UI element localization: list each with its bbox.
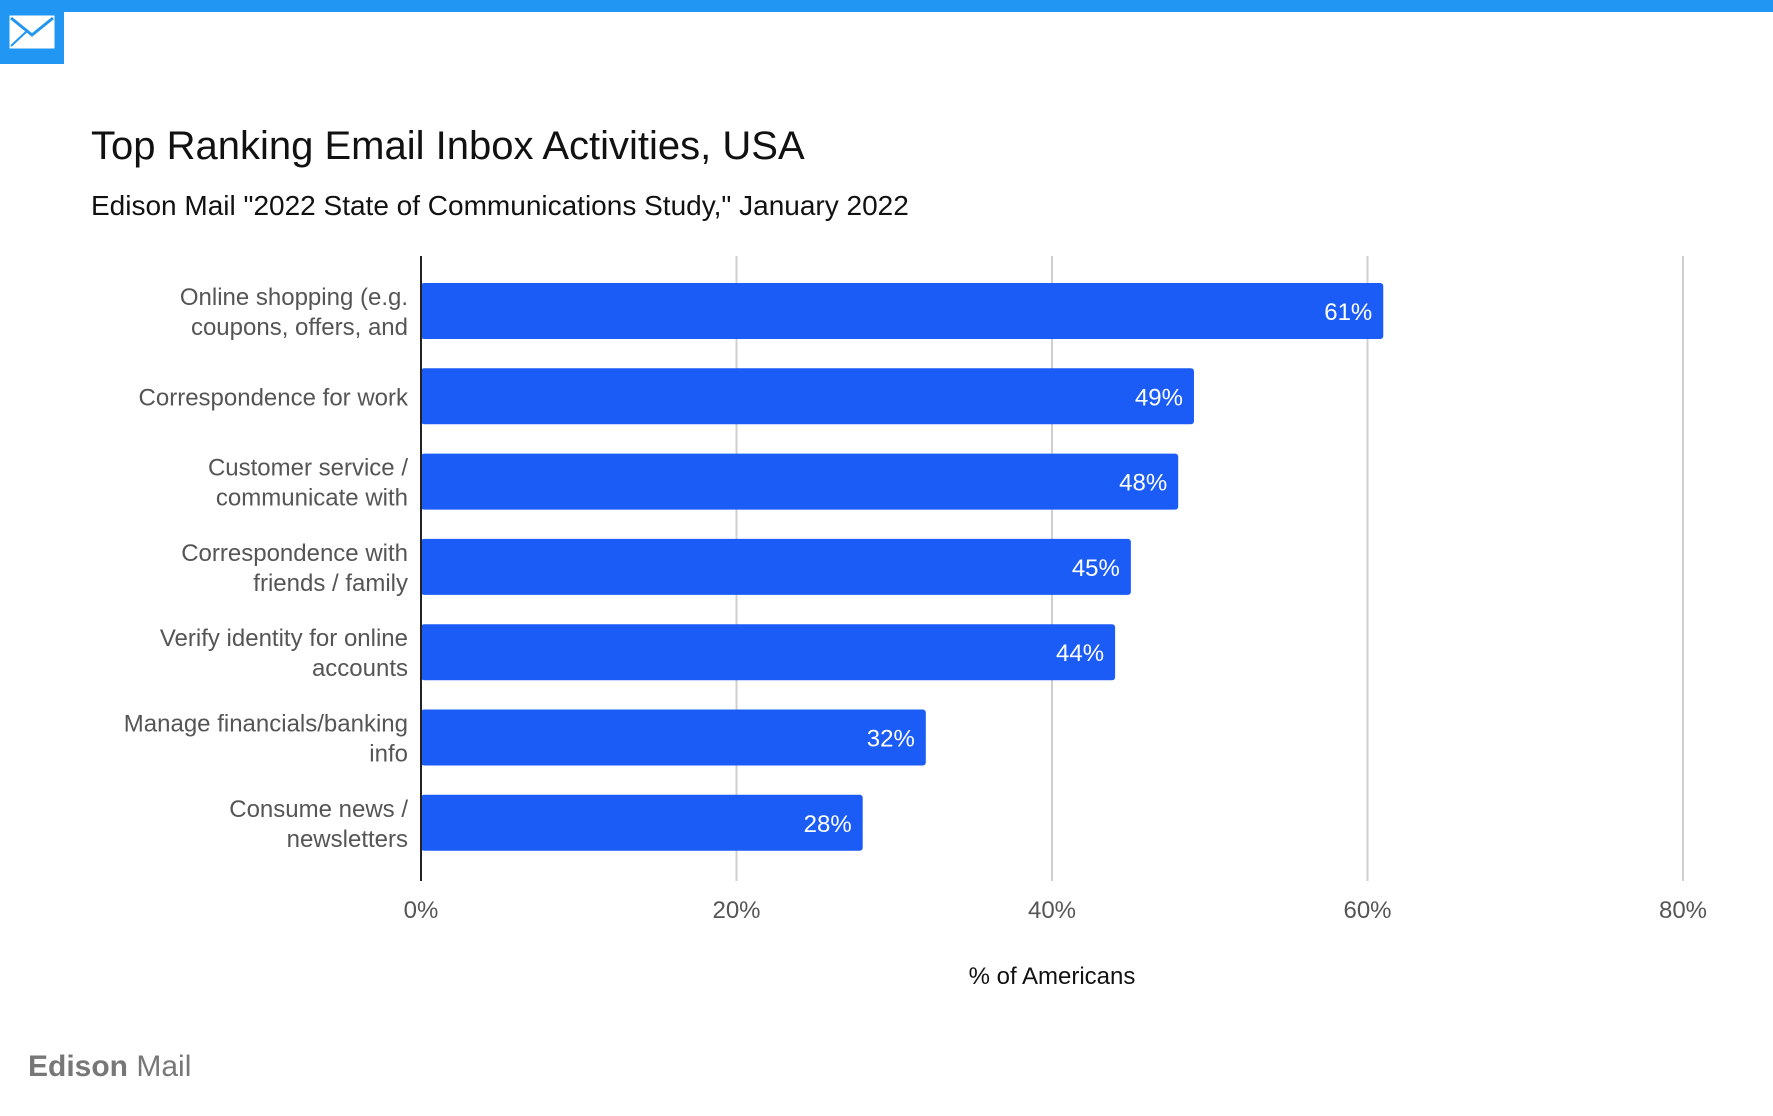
category-label: friends / family — [253, 570, 408, 597]
bar — [421, 538, 1131, 595]
data-label: 32% — [867, 726, 915, 753]
brand-logo: Edison Mail — [28, 1050, 191, 1084]
data-label: 28% — [804, 811, 852, 838]
x-tick-label: 20% — [712, 897, 760, 924]
bar — [421, 453, 1179, 510]
data-label: 45% — [1072, 555, 1120, 582]
category-label: Consume news / — [229, 796, 408, 823]
chart-subtitle: Edison Mail "2022 State of Communication… — [91, 190, 909, 221]
x-tick-label: 40% — [1028, 897, 1076, 924]
category-label: Manage financials/banking — [124, 711, 408, 738]
data-label: 49% — [1135, 384, 1183, 411]
category-label: newsletters — [287, 826, 408, 853]
category-label: Online shopping (e.g. — [180, 284, 408, 311]
top-accent-bar — [0, 0, 1773, 12]
x-tick-label: 0% — [404, 897, 439, 924]
category-label: Verify identity for online — [160, 625, 408, 652]
bar — [421, 368, 1194, 425]
bar — [421, 624, 1116, 681]
data-label: 48% — [1119, 470, 1167, 497]
envelope-icon — [9, 15, 55, 49]
brand-name-light: Mail — [136, 1050, 192, 1083]
category-label: info — [369, 741, 408, 768]
data-label: 61% — [1324, 299, 1372, 326]
logo-badge — [0, 0, 64, 64]
bar — [421, 794, 863, 851]
category-label: coupons, offers, and — [191, 314, 408, 341]
category-label: Correspondence for work — [139, 384, 409, 411]
category-label: Customer service / — [208, 455, 408, 482]
x-axis-title: % of Americans — [969, 963, 1136, 990]
category-label: Correspondence with — [181, 540, 408, 567]
category-label: accounts — [312, 655, 408, 682]
bar — [421, 709, 926, 766]
bar — [421, 283, 1384, 339]
category-label: communicate with — [216, 485, 408, 512]
x-tick-label: 80% — [1659, 897, 1707, 924]
x-tick-label: 60% — [1343, 897, 1391, 924]
brand-name-bold: Edison — [28, 1050, 129, 1083]
data-label: 44% — [1056, 640, 1104, 667]
chart-title: Top Ranking Email Inbox Activities, USA — [91, 124, 805, 168]
